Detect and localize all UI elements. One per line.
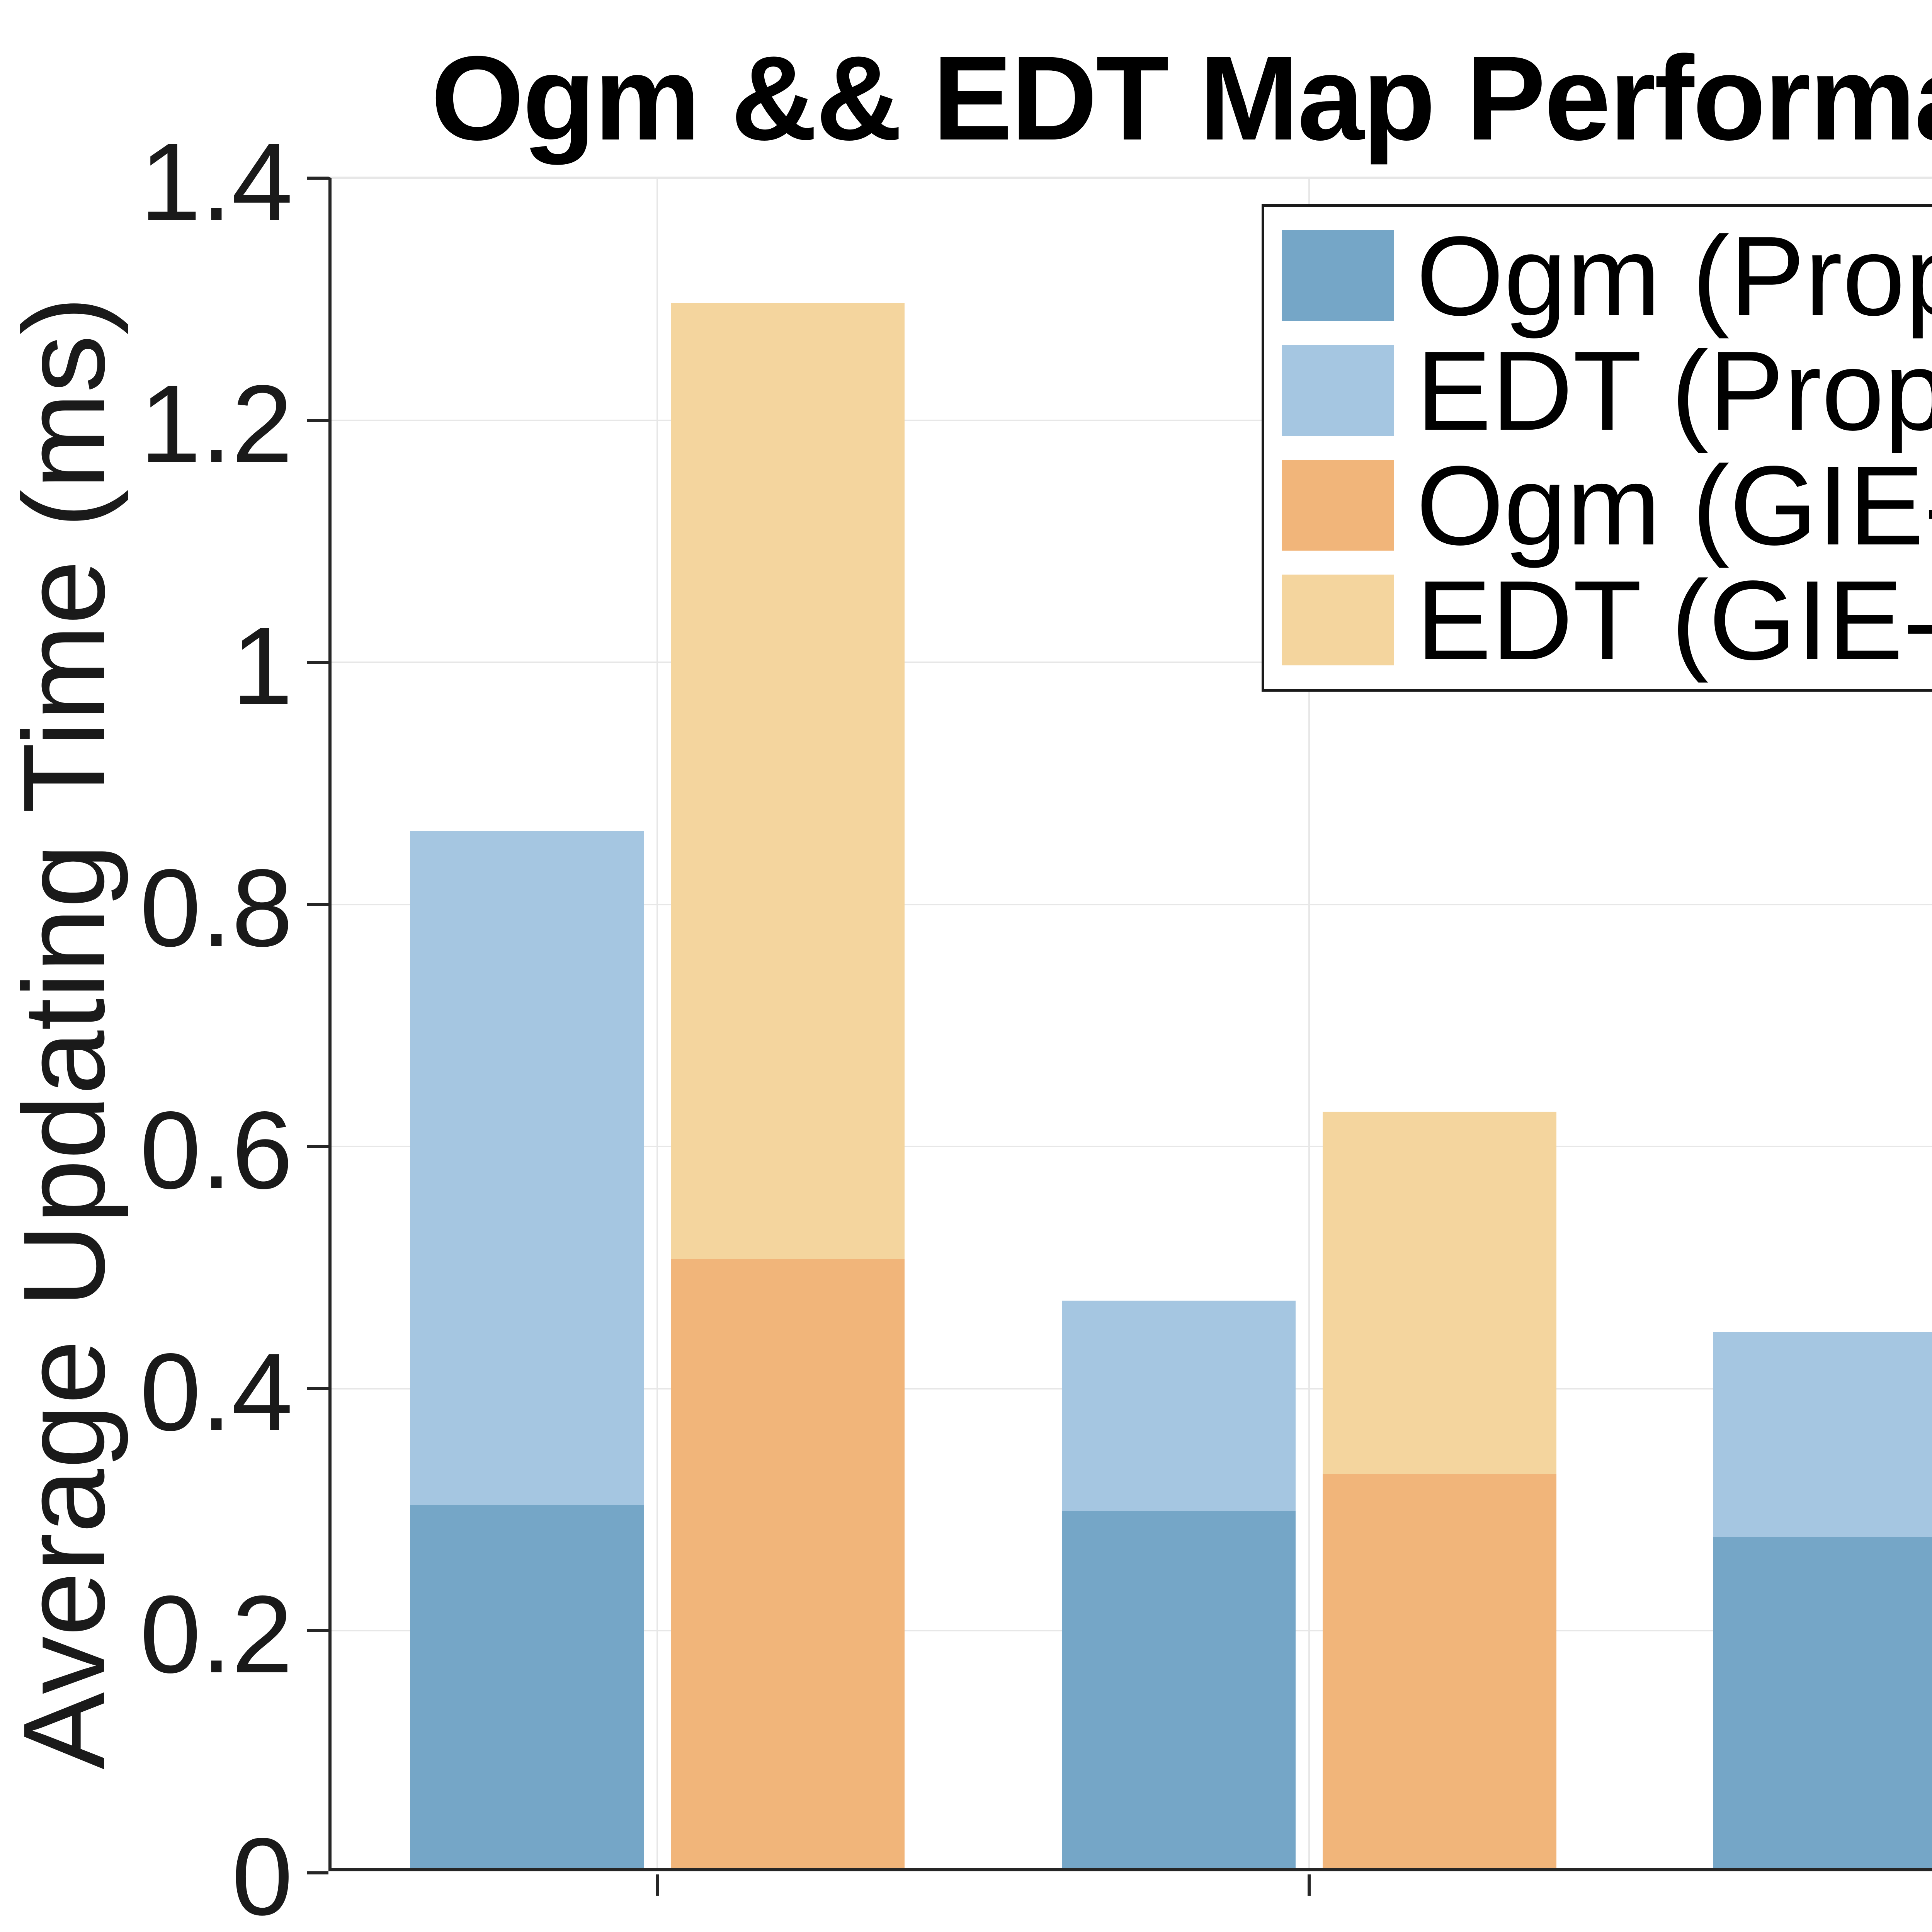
y-tick-label: 1 — [231, 604, 293, 728]
y-tick-mark — [307, 903, 328, 906]
legend-label: EDT (GIE-mapping) — [1416, 557, 1932, 683]
legend-swatch-icon — [1282, 460, 1394, 551]
legend-swatch-icon — [1282, 575, 1394, 665]
x-tick-label: 0.10 — [1135, 1925, 1483, 1932]
bar-segment-proposed-0 — [410, 831, 644, 1505]
y-tick-label: 0.8 — [139, 847, 293, 970]
legend-row: EDT (GIE-mapping) — [1282, 564, 1932, 677]
legend-label: Ogm (GIE-mapping) — [1416, 442, 1932, 568]
y-tick-label: 1.2 — [139, 362, 293, 486]
y-tick-label: 0.4 — [139, 1331, 293, 1454]
x-tick-mark — [1307, 1874, 1311, 1896]
x-tick-label: 0.05 — [483, 1925, 831, 1932]
legend-row: EDT (Proposed) — [1282, 334, 1932, 447]
legend: Ogm (Proposed)EDT (Proposed)Ogm (GIE-map… — [1262, 204, 1932, 692]
legend-row: Ogm (GIE-mapping) — [1282, 449, 1932, 562]
y-tick-label: 1.4 — [139, 120, 293, 243]
y-tick-label: 0 — [231, 1815, 293, 1932]
y-tick-mark — [307, 1145, 328, 1148]
y-tick-mark — [307, 1871, 328, 1874]
bar-segment-gie-0 — [671, 303, 905, 1260]
h-gridline — [332, 662, 1932, 663]
legend-label: EDT (Proposed) — [1416, 327, 1932, 454]
bar-segment-proposed-2 — [1713, 1536, 1932, 1868]
y-tick-mark — [307, 1387, 328, 1390]
x-tick-mark — [656, 1874, 659, 1896]
bar-segment-proposed-0 — [410, 1505, 644, 1868]
x-tick-label: 0.20 — [1787, 1925, 1932, 1932]
y-tick-label: 0.6 — [139, 1088, 293, 1212]
legend-swatch-icon — [1282, 230, 1394, 321]
bar-segment-gie-1 — [1322, 1473, 1556, 1868]
h-gridline — [332, 419, 1932, 421]
bar-segment-proposed-1 — [1061, 1511, 1296, 1868]
v-gridline — [1308, 178, 1310, 1868]
v-gridline — [656, 178, 658, 1868]
y-tick-mark — [307, 661, 328, 664]
bar-segment-proposed-2 — [1713, 1332, 1932, 1537]
legend-swatch-icon — [1282, 345, 1394, 436]
y-tick-mark — [307, 1629, 328, 1633]
y-tick-mark — [307, 177, 328, 180]
bar-segment-gie-0 — [671, 1259, 905, 1868]
legend-label: Ogm (Proposed) — [1416, 213, 1932, 339]
y-tick-mark — [307, 418, 328, 422]
bar-segment-gie-1 — [1322, 1111, 1556, 1474]
h-gridline — [332, 1146, 1932, 1148]
h-gridline — [332, 903, 1932, 905]
legend-row: Ogm (Proposed) — [1282, 219, 1932, 332]
h-gridline — [332, 177, 1932, 179]
bar-segment-proposed-1 — [1061, 1300, 1296, 1511]
chart-title: Ogm && EDT Map Performance — [431, 31, 1932, 165]
y-tick-label: 0.2 — [139, 1573, 293, 1696]
